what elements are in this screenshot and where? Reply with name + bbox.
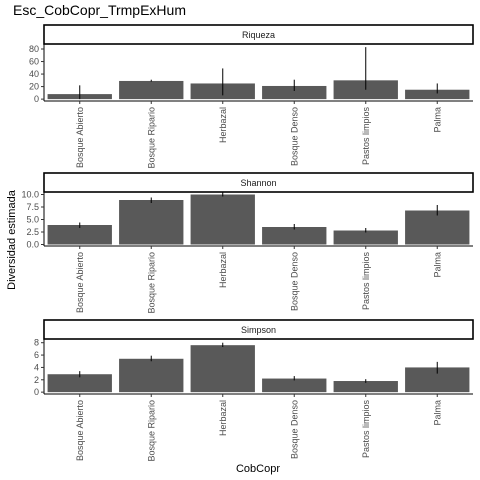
facet-strip-label: Simpson: [241, 325, 276, 335]
bar: [333, 230, 398, 245]
bar: [47, 374, 112, 393]
x-tick-label: Bosque Ripario: [146, 107, 156, 169]
x-tick-label: Bosque Denso: [289, 252, 299, 311]
y-tick-label: 10.0: [21, 190, 39, 200]
y-tick-label: 0: [34, 94, 39, 104]
y-tick-label: 5.0: [26, 215, 39, 225]
y-tick-label: 7.5: [26, 202, 39, 212]
bar: [262, 227, 327, 245]
x-tick-label: Palma: [432, 107, 442, 133]
x-tick-label: Pastos limpios: [361, 107, 371, 166]
facet-strip: [43, 319, 474, 340]
bar: [405, 89, 470, 100]
x-tick-label: Bosque Ripario: [146, 400, 156, 462]
bar: [190, 345, 255, 393]
y-tick-label: 80: [29, 44, 39, 54]
x-tick-label: Palma: [432, 252, 442, 278]
y-tick-label: 8: [34, 338, 39, 348]
bar: [262, 85, 327, 100]
facet-strip: [43, 172, 474, 193]
y-tick-label: 20: [29, 82, 39, 92]
y-tick-label: 0: [34, 387, 39, 397]
x-tick-label: Herbazal: [218, 400, 228, 436]
x-tick-label: Bosque Abierto: [75, 400, 85, 461]
x-tick-label: Palma: [432, 400, 442, 426]
x-tick-label: Herbazal: [218, 252, 228, 288]
facet-strip-label: Shannon: [240, 178, 276, 188]
y-tick-label: 60: [29, 57, 39, 67]
facet-strip-label: Riqueza: [242, 30, 275, 40]
bar: [119, 80, 184, 100]
bar: [405, 210, 470, 245]
x-tick-label: Bosque Ripario: [146, 252, 156, 314]
y-tick-label: 4: [34, 362, 39, 372]
bar: [190, 194, 255, 245]
x-tick-label: Bosque Denso: [289, 400, 299, 459]
facet-strip: [43, 24, 474, 45]
chart-title: Esc_CobCopr_TrmpExHum: [13, 2, 186, 18]
x-tick-label: Bosque Abierto: [75, 252, 85, 313]
y-tick-label: 6: [34, 350, 39, 360]
y-tick-label: 2.5: [26, 227, 39, 237]
bar: [333, 381, 398, 393]
x-tick-label: Herbazal: [218, 107, 228, 143]
x-tick-label: Pastos limpios: [361, 252, 371, 311]
bar: [119, 358, 184, 393]
bar: [119, 200, 184, 245]
x-tick-label: Bosque Denso: [289, 107, 299, 166]
x-tick-label: Pastos limpios: [361, 400, 371, 459]
y-tick-label: 0.0: [26, 240, 39, 250]
bar: [47, 225, 112, 245]
y-tick-label: 40: [29, 69, 39, 79]
x-axis-label: CobCopr: [235, 463, 281, 475]
bar: [333, 80, 398, 100]
x-tick-label: Bosque Abierto: [75, 107, 85, 168]
bar: [262, 378, 327, 393]
y-tick-label: 2: [34, 375, 39, 385]
